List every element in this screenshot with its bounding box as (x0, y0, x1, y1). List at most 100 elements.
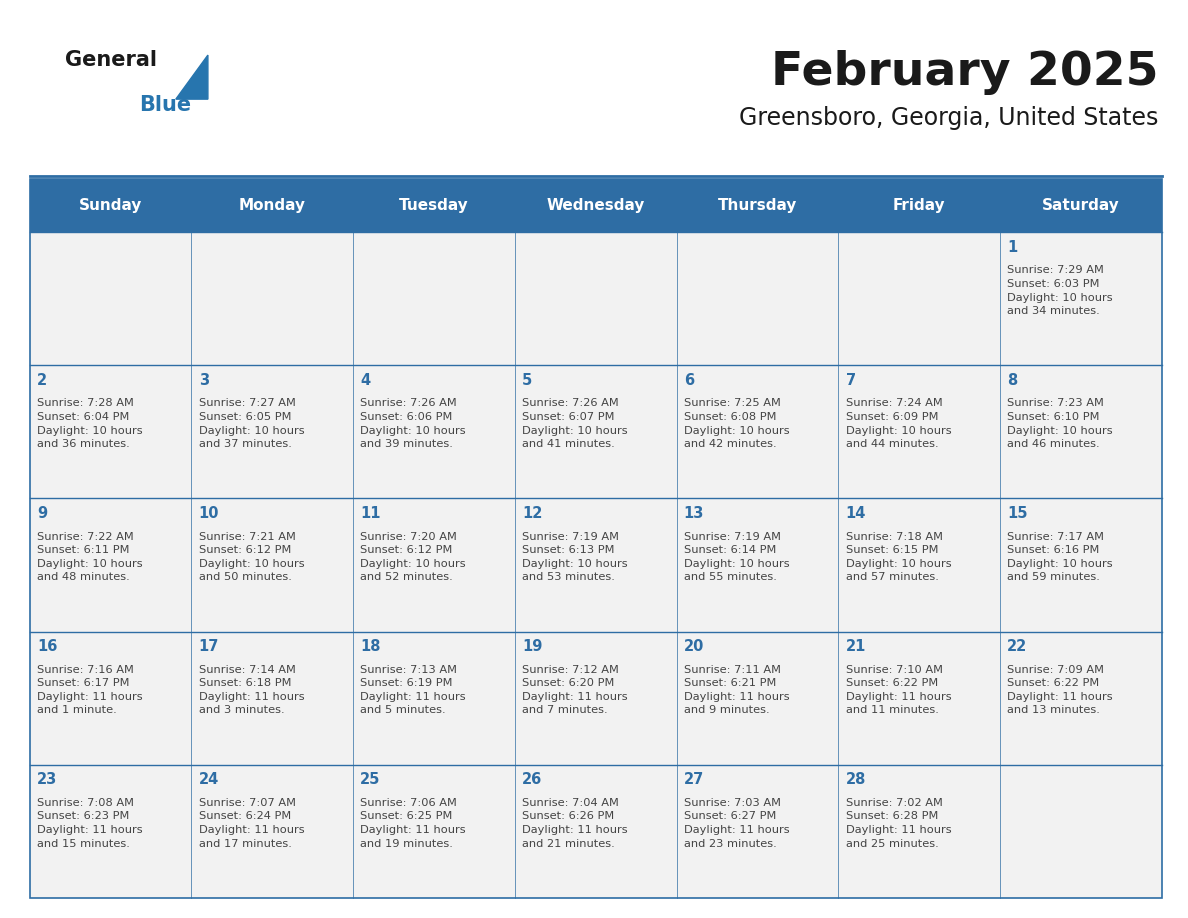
Text: 9: 9 (37, 506, 48, 521)
Bar (677, 498, 839, 632)
Text: 25: 25 (360, 772, 380, 787)
Text: 20: 20 (684, 639, 704, 654)
Text: Tuesday: Tuesday (399, 198, 469, 213)
Text: 12: 12 (522, 506, 543, 521)
Text: Sunrise: 7:27 AM
Sunset: 6:05 PM
Daylight: 10 hours
and 37 minutes.: Sunrise: 7:27 AM Sunset: 6:05 PM Dayligh… (198, 398, 304, 449)
Bar (1000, 632, 1162, 765)
Bar (1000, 365, 1162, 498)
Text: Friday: Friday (893, 198, 946, 213)
Bar (191, 498, 353, 632)
Text: Sunrise: 7:18 AM
Sunset: 6:15 PM
Daylight: 10 hours
and 57 minutes.: Sunrise: 7:18 AM Sunset: 6:15 PM Dayligh… (846, 532, 952, 582)
Text: Saturday: Saturday (1042, 198, 1120, 213)
Text: Sunday: Sunday (78, 198, 143, 213)
Bar (191, 232, 353, 365)
Text: Sunrise: 7:26 AM
Sunset: 6:07 PM
Daylight: 10 hours
and 41 minutes.: Sunrise: 7:26 AM Sunset: 6:07 PM Dayligh… (522, 398, 627, 449)
Bar (353, 765, 514, 898)
Bar (1000, 765, 1162, 898)
Text: 16: 16 (37, 639, 57, 654)
Bar (353, 232, 514, 365)
Bar (677, 765, 839, 898)
Text: February 2025: February 2025 (771, 50, 1158, 95)
Text: Sunrise: 7:26 AM
Sunset: 6:06 PM
Daylight: 10 hours
and 39 minutes.: Sunrise: 7:26 AM Sunset: 6:06 PM Dayligh… (360, 398, 466, 449)
Text: 22: 22 (1007, 639, 1028, 654)
Text: 18: 18 (360, 639, 381, 654)
Text: 11: 11 (360, 506, 381, 521)
Bar (677, 632, 839, 765)
Text: Sunrise: 7:12 AM
Sunset: 6:20 PM
Daylight: 11 hours
and 7 minutes.: Sunrise: 7:12 AM Sunset: 6:20 PM Dayligh… (522, 665, 627, 715)
Text: Sunrise: 7:03 AM
Sunset: 6:27 PM
Daylight: 11 hours
and 23 minutes.: Sunrise: 7:03 AM Sunset: 6:27 PM Dayligh… (684, 798, 789, 848)
Text: Sunrise: 7:20 AM
Sunset: 6:12 PM
Daylight: 10 hours
and 52 minutes.: Sunrise: 7:20 AM Sunset: 6:12 PM Dayligh… (360, 532, 466, 582)
Text: Sunrise: 7:06 AM
Sunset: 6:25 PM
Daylight: 11 hours
and 19 minutes.: Sunrise: 7:06 AM Sunset: 6:25 PM Dayligh… (360, 798, 466, 848)
Text: 28: 28 (846, 772, 866, 787)
Text: 14: 14 (846, 506, 866, 521)
Text: Sunrise: 7:19 AM
Sunset: 6:14 PM
Daylight: 10 hours
and 55 minutes.: Sunrise: 7:19 AM Sunset: 6:14 PM Dayligh… (684, 532, 789, 582)
Bar (353, 498, 514, 632)
Text: 6: 6 (684, 373, 694, 387)
Text: Sunrise: 7:22 AM
Sunset: 6:11 PM
Daylight: 10 hours
and 48 minutes.: Sunrise: 7:22 AM Sunset: 6:11 PM Dayligh… (37, 532, 143, 582)
Bar (353, 632, 514, 765)
Text: 8: 8 (1007, 373, 1017, 387)
Bar (839, 498, 1000, 632)
Text: Sunrise: 7:25 AM
Sunset: 6:08 PM
Daylight: 10 hours
and 42 minutes.: Sunrise: 7:25 AM Sunset: 6:08 PM Dayligh… (684, 398, 789, 449)
Text: Sunrise: 7:24 AM
Sunset: 6:09 PM
Daylight: 10 hours
and 44 minutes.: Sunrise: 7:24 AM Sunset: 6:09 PM Dayligh… (846, 398, 952, 449)
Text: 7: 7 (846, 373, 855, 387)
Text: 24: 24 (198, 772, 219, 787)
Text: Sunrise: 7:23 AM
Sunset: 6:10 PM
Daylight: 10 hours
and 46 minutes.: Sunrise: 7:23 AM Sunset: 6:10 PM Dayligh… (1007, 398, 1113, 449)
Bar (191, 365, 353, 498)
Text: Sunrise: 7:19 AM
Sunset: 6:13 PM
Daylight: 10 hours
and 53 minutes.: Sunrise: 7:19 AM Sunset: 6:13 PM Dayligh… (522, 532, 627, 582)
Bar (839, 632, 1000, 765)
Bar (30, 365, 191, 498)
Bar (30, 179, 1162, 898)
Bar (514, 232, 677, 365)
Text: 15: 15 (1007, 506, 1028, 521)
Bar (677, 365, 839, 498)
Bar (353, 365, 514, 498)
Bar (191, 632, 353, 765)
Text: 23: 23 (37, 772, 57, 787)
Bar (1000, 498, 1162, 632)
Text: 17: 17 (198, 639, 219, 654)
Bar (1000, 232, 1162, 365)
Text: Greensboro, Georgia, United States: Greensboro, Georgia, United States (739, 106, 1158, 129)
Text: Sunrise: 7:11 AM
Sunset: 6:21 PM
Daylight: 11 hours
and 9 minutes.: Sunrise: 7:11 AM Sunset: 6:21 PM Dayligh… (684, 665, 789, 715)
Bar (514, 365, 677, 498)
Bar (514, 498, 677, 632)
Bar (514, 632, 677, 765)
Text: 3: 3 (198, 373, 209, 387)
Text: Sunrise: 7:04 AM
Sunset: 6:26 PM
Daylight: 11 hours
and 21 minutes.: Sunrise: 7:04 AM Sunset: 6:26 PM Dayligh… (522, 798, 627, 848)
Bar (30, 179, 1162, 232)
Polygon shape (176, 55, 208, 99)
Bar (839, 365, 1000, 498)
Bar (191, 765, 353, 898)
Text: Sunrise: 7:07 AM
Sunset: 6:24 PM
Daylight: 11 hours
and 17 minutes.: Sunrise: 7:07 AM Sunset: 6:24 PM Dayligh… (198, 798, 304, 848)
Text: Sunrise: 7:21 AM
Sunset: 6:12 PM
Daylight: 10 hours
and 50 minutes.: Sunrise: 7:21 AM Sunset: 6:12 PM Dayligh… (198, 532, 304, 582)
Text: 5: 5 (522, 373, 532, 387)
Text: Wednesday: Wednesday (546, 198, 645, 213)
Text: 2: 2 (37, 373, 48, 387)
Bar (30, 498, 191, 632)
Bar (839, 765, 1000, 898)
Text: 13: 13 (684, 506, 704, 521)
Bar (30, 765, 191, 898)
Text: 27: 27 (684, 772, 704, 787)
Text: 10: 10 (198, 506, 219, 521)
Text: Sunrise: 7:28 AM
Sunset: 6:04 PM
Daylight: 10 hours
and 36 minutes.: Sunrise: 7:28 AM Sunset: 6:04 PM Dayligh… (37, 398, 143, 449)
Text: Sunrise: 7:09 AM
Sunset: 6:22 PM
Daylight: 11 hours
and 13 minutes.: Sunrise: 7:09 AM Sunset: 6:22 PM Dayligh… (1007, 665, 1113, 715)
Text: Sunrise: 7:16 AM
Sunset: 6:17 PM
Daylight: 11 hours
and 1 minute.: Sunrise: 7:16 AM Sunset: 6:17 PM Dayligh… (37, 665, 143, 715)
Text: Sunrise: 7:13 AM
Sunset: 6:19 PM
Daylight: 11 hours
and 5 minutes.: Sunrise: 7:13 AM Sunset: 6:19 PM Dayligh… (360, 665, 466, 715)
Text: Sunrise: 7:14 AM
Sunset: 6:18 PM
Daylight: 11 hours
and 3 minutes.: Sunrise: 7:14 AM Sunset: 6:18 PM Dayligh… (198, 665, 304, 715)
Text: Sunrise: 7:10 AM
Sunset: 6:22 PM
Daylight: 11 hours
and 11 minutes.: Sunrise: 7:10 AM Sunset: 6:22 PM Dayligh… (846, 665, 952, 715)
Bar (30, 232, 191, 365)
Text: General: General (65, 50, 157, 71)
Text: Sunrise: 7:02 AM
Sunset: 6:28 PM
Daylight: 11 hours
and 25 minutes.: Sunrise: 7:02 AM Sunset: 6:28 PM Dayligh… (846, 798, 952, 848)
Bar (30, 632, 191, 765)
Text: 4: 4 (360, 373, 371, 387)
Bar (839, 232, 1000, 365)
Text: 21: 21 (846, 639, 866, 654)
Text: 19: 19 (522, 639, 543, 654)
Text: 1: 1 (1007, 240, 1017, 254)
Bar (677, 232, 839, 365)
Text: Thursday: Thursday (718, 198, 797, 213)
Text: Monday: Monday (239, 198, 305, 213)
Text: Sunrise: 7:08 AM
Sunset: 6:23 PM
Daylight: 11 hours
and 15 minutes.: Sunrise: 7:08 AM Sunset: 6:23 PM Dayligh… (37, 798, 143, 848)
